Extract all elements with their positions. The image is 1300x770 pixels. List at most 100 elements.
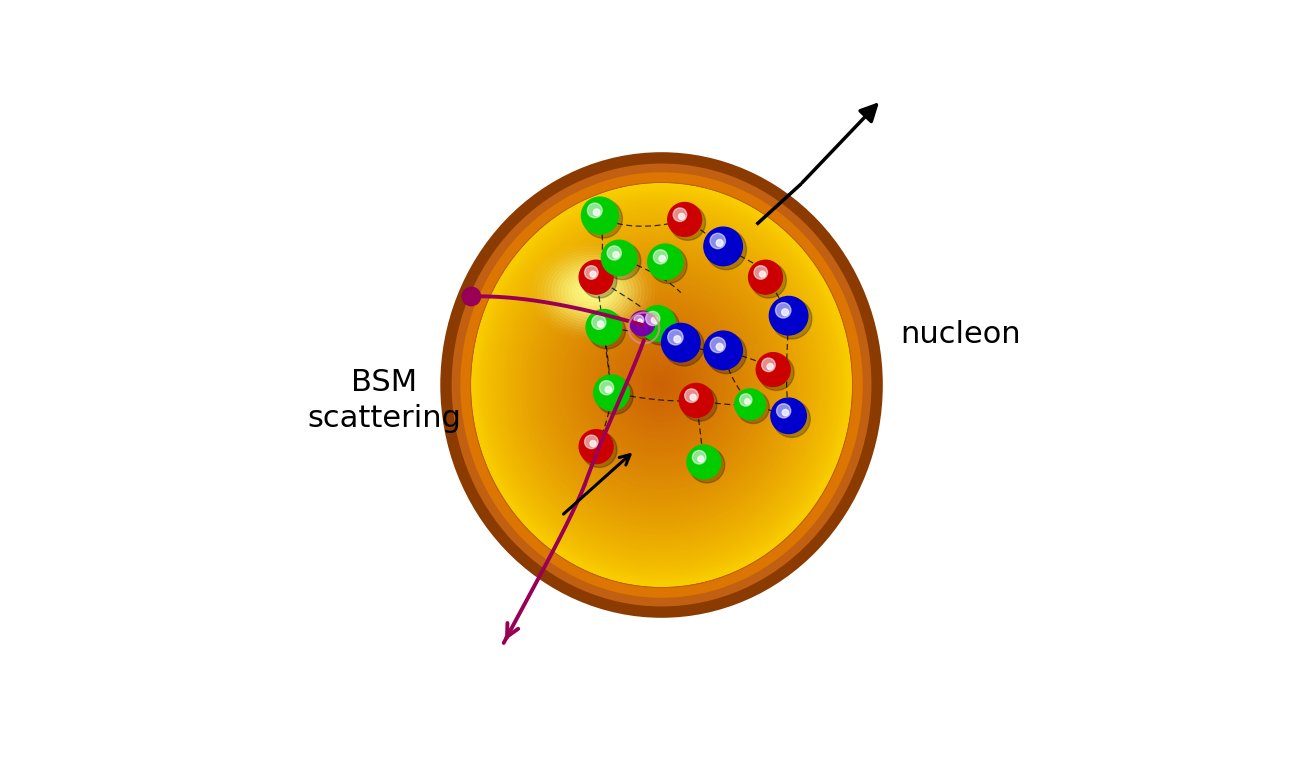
Ellipse shape — [504, 219, 819, 551]
Circle shape — [754, 266, 767, 280]
Ellipse shape — [566, 283, 758, 487]
Ellipse shape — [615, 336, 708, 434]
Ellipse shape — [607, 328, 715, 442]
Ellipse shape — [493, 206, 831, 564]
Ellipse shape — [582, 283, 603, 300]
Circle shape — [703, 227, 742, 266]
Ellipse shape — [488, 200, 836, 570]
Circle shape — [654, 249, 667, 264]
Ellipse shape — [512, 226, 811, 544]
Circle shape — [632, 313, 658, 340]
Circle shape — [585, 266, 598, 280]
Circle shape — [668, 330, 683, 345]
Ellipse shape — [595, 315, 728, 455]
Ellipse shape — [598, 317, 725, 453]
Circle shape — [593, 209, 601, 216]
Circle shape — [710, 337, 725, 353]
Circle shape — [759, 271, 766, 277]
Circle shape — [659, 256, 666, 262]
Circle shape — [781, 309, 789, 316]
Ellipse shape — [515, 229, 809, 541]
Circle shape — [716, 239, 723, 246]
Circle shape — [638, 319, 642, 323]
Ellipse shape — [465, 177, 858, 593]
Ellipse shape — [578, 281, 607, 302]
Circle shape — [673, 208, 686, 222]
Ellipse shape — [610, 330, 714, 440]
Circle shape — [771, 299, 812, 339]
Circle shape — [603, 243, 641, 280]
Ellipse shape — [612, 333, 711, 437]
Circle shape — [670, 205, 706, 240]
Ellipse shape — [549, 266, 775, 504]
Circle shape — [662, 323, 701, 362]
Circle shape — [716, 343, 723, 350]
Circle shape — [767, 363, 774, 370]
Ellipse shape — [510, 224, 814, 546]
Ellipse shape — [576, 279, 610, 304]
Ellipse shape — [588, 307, 736, 463]
Ellipse shape — [585, 304, 737, 466]
Circle shape — [680, 383, 714, 417]
Circle shape — [737, 391, 770, 424]
Circle shape — [586, 310, 621, 345]
Circle shape — [598, 321, 603, 327]
Circle shape — [594, 375, 629, 410]
Ellipse shape — [571, 289, 753, 481]
Ellipse shape — [490, 203, 833, 567]
Ellipse shape — [563, 281, 759, 489]
Ellipse shape — [519, 234, 803, 536]
Ellipse shape — [618, 338, 706, 432]
Circle shape — [650, 246, 688, 283]
Ellipse shape — [642, 364, 681, 406]
Ellipse shape — [578, 296, 745, 474]
Ellipse shape — [538, 250, 647, 333]
Ellipse shape — [632, 354, 692, 417]
Ellipse shape — [543, 260, 780, 510]
Ellipse shape — [568, 286, 755, 484]
Circle shape — [679, 213, 685, 219]
Circle shape — [706, 333, 746, 373]
Circle shape — [640, 306, 676, 341]
Ellipse shape — [480, 192, 844, 578]
Circle shape — [698, 456, 703, 462]
Ellipse shape — [623, 343, 701, 427]
Ellipse shape — [546, 263, 777, 507]
Ellipse shape — [495, 209, 828, 562]
Ellipse shape — [627, 349, 696, 421]
Circle shape — [592, 315, 606, 330]
Ellipse shape — [640, 362, 684, 408]
Circle shape — [584, 199, 623, 238]
Circle shape — [580, 430, 614, 464]
Ellipse shape — [507, 221, 816, 549]
Circle shape — [703, 331, 742, 370]
Ellipse shape — [471, 182, 853, 588]
Ellipse shape — [581, 300, 742, 470]
Ellipse shape — [654, 377, 670, 393]
Ellipse shape — [556, 273, 767, 497]
Ellipse shape — [651, 375, 671, 396]
Circle shape — [689, 447, 725, 483]
Ellipse shape — [593, 313, 731, 458]
Circle shape — [681, 386, 718, 421]
Circle shape — [599, 380, 614, 395]
Ellipse shape — [485, 198, 838, 572]
Ellipse shape — [656, 380, 667, 390]
Ellipse shape — [569, 273, 618, 310]
Circle shape — [589, 312, 625, 349]
Ellipse shape — [551, 260, 634, 323]
Circle shape — [668, 203, 702, 236]
Ellipse shape — [551, 268, 772, 502]
Text: nucleon: nucleon — [900, 320, 1020, 350]
Ellipse shape — [499, 213, 823, 557]
Ellipse shape — [516, 232, 806, 538]
Ellipse shape — [647, 370, 676, 400]
Ellipse shape — [526, 242, 797, 528]
Ellipse shape — [554, 271, 770, 500]
Circle shape — [685, 389, 698, 403]
Circle shape — [604, 387, 611, 393]
Circle shape — [651, 317, 658, 323]
Ellipse shape — [521, 237, 801, 533]
Ellipse shape — [576, 294, 747, 476]
Ellipse shape — [601, 320, 723, 450]
